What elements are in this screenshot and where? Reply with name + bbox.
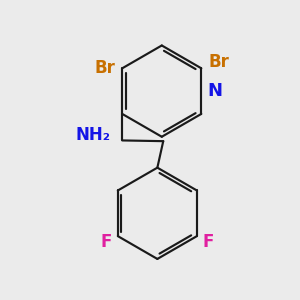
Text: N: N [207, 82, 222, 100]
Text: Br: Br [94, 59, 115, 77]
Text: F: F [203, 233, 214, 251]
Text: F: F [100, 233, 112, 251]
Text: Br: Br [208, 53, 230, 71]
Text: NH₂: NH₂ [75, 125, 110, 143]
